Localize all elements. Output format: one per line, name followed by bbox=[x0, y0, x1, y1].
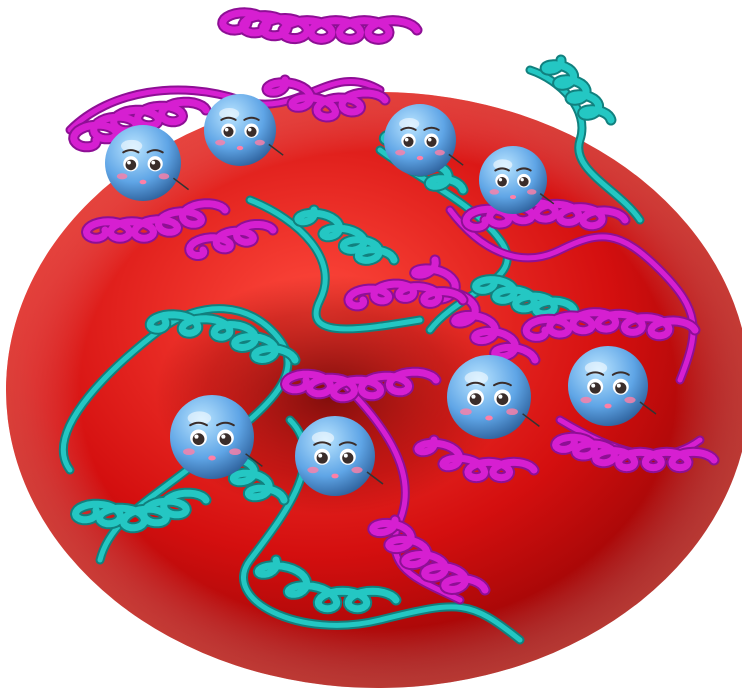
cyan-loop bbox=[239, 415, 525, 645]
mouth bbox=[331, 473, 339, 479]
cheek bbox=[580, 396, 592, 404]
oxygen-face bbox=[170, 395, 263, 479]
mouth bbox=[236, 145, 244, 151]
mouth bbox=[208, 455, 216, 461]
oxygen-face bbox=[295, 416, 384, 496]
cheek bbox=[254, 139, 265, 146]
mouth bbox=[485, 415, 493, 421]
cheek bbox=[506, 408, 518, 416]
magenta-helix bbox=[550, 431, 720, 474]
oxygen-faces bbox=[105, 94, 657, 496]
cheek bbox=[460, 408, 472, 416]
oxygen-face bbox=[568, 346, 657, 426]
mouth bbox=[604, 403, 612, 409]
magenta-helix bbox=[217, 7, 423, 45]
magenta-helix bbox=[412, 434, 540, 484]
magenta-helix bbox=[409, 254, 541, 366]
oxygen-face bbox=[105, 125, 190, 201]
cyan-loop bbox=[245, 195, 425, 334]
cheek bbox=[434, 149, 445, 156]
magenta-helix bbox=[280, 366, 442, 404]
magenta-helix bbox=[520, 307, 701, 343]
oxygen-face bbox=[384, 104, 464, 176]
cheek bbox=[307, 466, 319, 474]
cheek bbox=[624, 396, 636, 404]
cyan-loop bbox=[59, 304, 293, 565]
mouth bbox=[139, 179, 147, 185]
mouth bbox=[416, 155, 424, 161]
magenta-helix bbox=[68, 96, 212, 153]
cheek bbox=[183, 448, 195, 456]
cheek bbox=[526, 189, 537, 195]
cheek bbox=[351, 466, 363, 474]
magenta-helix bbox=[184, 219, 279, 261]
cyan-helix bbox=[252, 554, 402, 615]
cyan-helix bbox=[539, 54, 617, 126]
magenta-helix bbox=[261, 74, 391, 123]
cyan-helix bbox=[70, 487, 212, 534]
protein-helices bbox=[59, 7, 720, 645]
mouth bbox=[509, 194, 517, 200]
cheek bbox=[489, 189, 500, 195]
cheek bbox=[116, 173, 128, 180]
cheek bbox=[215, 139, 226, 146]
magenta-helix bbox=[460, 197, 631, 233]
cyan-helix bbox=[144, 309, 301, 366]
cheek bbox=[395, 149, 406, 156]
cyan-helix bbox=[470, 274, 580, 320]
oxygen-face bbox=[204, 94, 284, 166]
cheek bbox=[229, 448, 241, 456]
oxygen-face bbox=[447, 355, 540, 439]
magenta-helix bbox=[367, 514, 491, 596]
cheek bbox=[158, 173, 170, 180]
cyan-helix bbox=[292, 204, 400, 266]
magenta-helix bbox=[343, 278, 469, 312]
magenta-helix bbox=[81, 198, 231, 244]
oxygen-face bbox=[479, 146, 555, 214]
